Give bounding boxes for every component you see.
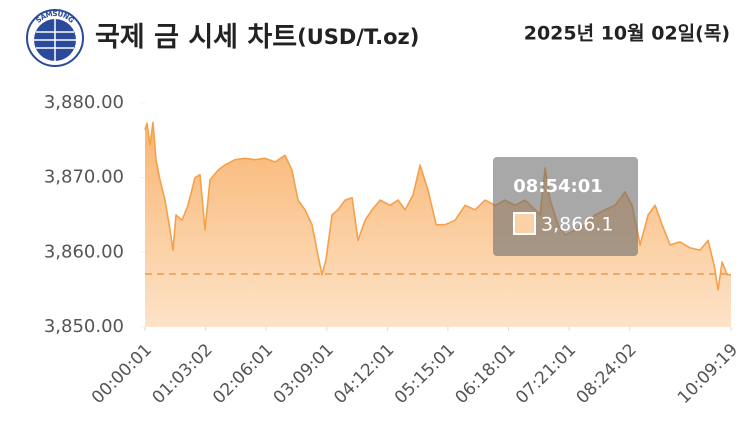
- x-tick-label: 07:21:01: [512, 340, 580, 408]
- x-tick-label: 06:18:01: [451, 340, 519, 408]
- x-tick-label: 01:03:02: [149, 340, 217, 408]
- logo: SAMSUNG: [26, 9, 84, 67]
- x-tick-label: 02:06:01: [209, 340, 277, 408]
- tooltip-box: [493, 157, 638, 256]
- tooltip: 08:54:01 3,866.1: [493, 157, 638, 256]
- title-unit: (USD/T.oz): [297, 25, 419, 49]
- x-tick-label: 05:15:01: [391, 340, 459, 408]
- x-tick-label: 04:12:01: [330, 340, 398, 408]
- y-tick-label: 3,850.00: [44, 316, 124, 337]
- title-main: 국제 금 시세 차트: [95, 22, 297, 53]
- chart-title: 국제 금 시세 차트(USD/T.oz): [95, 22, 419, 53]
- x-tick-label: 08:24:02: [573, 340, 641, 408]
- x-tick-label: 00:00:01: [88, 340, 156, 408]
- y-tick-label: 3,880.00: [44, 92, 124, 113]
- tooltip-swatch: [513, 212, 536, 235]
- date: 2025년 10월 02일(목): [524, 23, 730, 45]
- tooltip-time: 08:54:01: [513, 176, 603, 197]
- tooltip-value: 3,866.1: [541, 214, 614, 236]
- y-tick-label: 3,870.00: [44, 167, 124, 188]
- y-tick-label: 3,860.00: [44, 241, 124, 262]
- x-tick-label: 03:09:01: [270, 340, 338, 408]
- x-tick-label: 10:09:19: [674, 340, 742, 408]
